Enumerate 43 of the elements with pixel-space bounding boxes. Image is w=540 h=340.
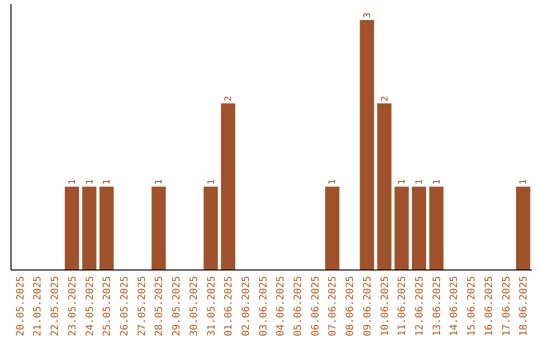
x-tick-label: 09.06.2025 <box>362 276 374 336</box>
x-tick-label: 22.05.2025 <box>50 276 62 336</box>
x-tick-label: 04.06.2025 <box>276 276 287 336</box>
x-tick-label: 13.06.2025 <box>432 276 443 336</box>
data-label: 1 <box>206 179 217 185</box>
data-label: 3 <box>362 12 373 18</box>
data-label: 1 <box>519 179 530 185</box>
data-label: 1 <box>68 179 78 185</box>
x-tick-label: 11.06.2025 <box>397 276 408 336</box>
data-label: 1 <box>415 179 426 185</box>
data-label: 1 <box>398 179 408 185</box>
x-tick-label: 26.05.2025 <box>119 276 130 336</box>
data-label: 1 <box>102 179 113 185</box>
x-tick-label: 17.06.2025 <box>501 276 512 336</box>
x-tick-label: 05.06.2025 <box>293 276 304 336</box>
data-label: 1 <box>328 179 338 185</box>
x-tick-label: 06.06.2025 <box>310 276 322 336</box>
x-tick-label: 02.06.2025 <box>240 276 252 336</box>
data-label: 1 <box>85 179 96 185</box>
x-tick-label: 03.06.2025 <box>258 276 270 336</box>
x-tick-label: 15.06.2025 <box>466 276 478 336</box>
x-tick-label: 12.06.2025 <box>414 276 426 336</box>
x-tick-label: 28.05.2025 <box>154 276 166 336</box>
data-label: 2 <box>224 96 234 102</box>
x-tick-label: 29.05.2025 <box>172 276 183 336</box>
x-tick-label: 23.05.2025 <box>67 276 78 336</box>
x-tick-label: 16.06.2025 <box>484 276 495 336</box>
x-tick-label: 07.06.2025 <box>328 276 339 336</box>
x-tick-label: 20.05.2025 <box>15 276 26 336</box>
data-label: 1 <box>432 179 442 185</box>
x-tick-label: 24.05.2025 <box>84 276 96 336</box>
data-label: 1 <box>154 179 165 185</box>
x-tick-label: 30.05.2025 <box>188 276 200 336</box>
x-tick-label: 14.06.2025 <box>449 276 460 336</box>
x-tick-label: 10.06.2025 <box>380 276 391 336</box>
x-tick-label: 31.05.2025 <box>206 276 218 336</box>
x-tick-label: 18.06.2025 <box>518 276 530 336</box>
x-tick-label: 21.05.2025 <box>32 276 44 336</box>
data-label: 2 <box>380 96 390 102</box>
x-tick-label: 08.06.2025 <box>345 276 356 336</box>
x-tick-label: 27.05.2025 <box>136 276 148 336</box>
x-tick-label: 25.05.2025 <box>102 276 114 336</box>
x-tick-label: 01.06.2025 <box>224 276 235 336</box>
